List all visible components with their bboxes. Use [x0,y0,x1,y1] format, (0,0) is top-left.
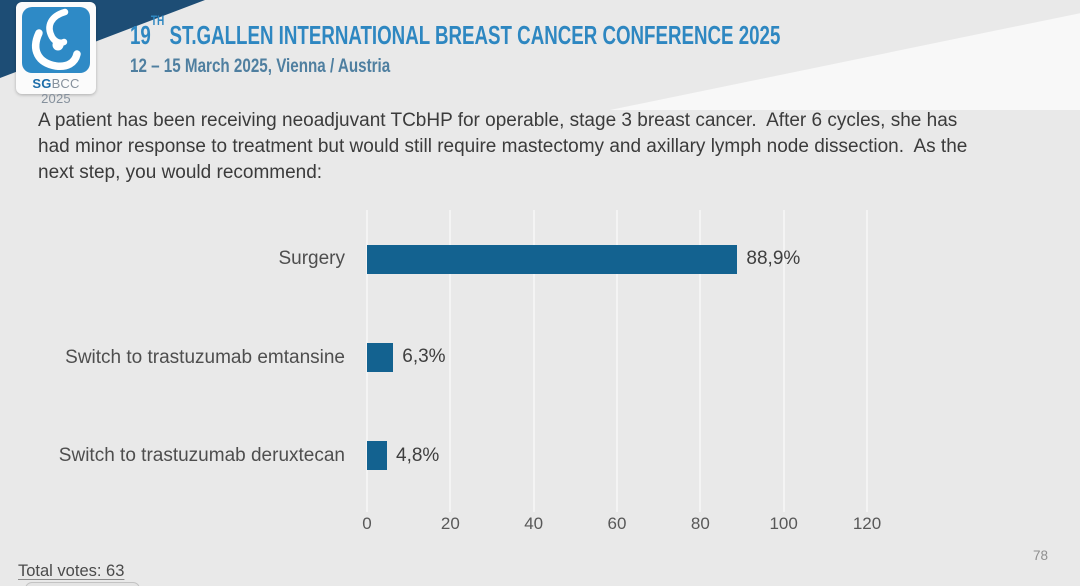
sgbcc-logo: SGBCC 2025 [16,2,96,106]
bar [367,244,738,274]
logo-sg: SG [32,76,52,91]
poll-question: A patient has been receiving neoadjuvant… [38,110,973,183]
bar-wrap: 4,8% [367,441,440,471]
breast-icon [32,8,81,71]
chart-row: Surgery 88,9% [0,210,970,308]
bar-wrap: 6,3% [367,342,446,372]
chart-row: Switch to trastuzumab emtansine 6,3% [0,308,970,406]
chart-row: Switch to trastuzumab deruxtecan 4,8% [0,407,970,505]
x-axis-tick-label: 80 [690,514,710,533]
sgbcc-logo-mark [22,7,90,73]
x-axis-tick-label: 20 [440,514,460,533]
bar-wrap: 88,9% [367,244,801,274]
total-votes: Total votes: 63 [18,562,125,580]
x-axis-tick-label: 100 [769,514,798,533]
value-label: 88,9% [746,248,801,270]
conference-title: 19TH ST.GALLEN INTERNATIONAL BREAST CANC… [130,12,781,51]
logo-rest: BCC 2025 [41,76,80,106]
axis-ticks: 0 20 40 60 80 100 120 [362,505,907,539]
chart-rows: Surgery 88,9% Switch to trastuzumab emtans… [0,210,970,505]
category-label: Switch to trastuzumab deruxtecan [58,444,345,466]
x-axis-tick-label: 40 [524,514,544,533]
page-number: 78 [1032,548,1048,563]
category-label: Switch to trastuzumab emtansine [65,346,345,368]
bar [367,342,394,372]
category-label: Surgery [278,248,345,270]
x-axis-tick-label: 120 [852,514,882,533]
sgbcc-logo-text: SGBCC 2025 [16,76,96,106]
title-number: 19 [130,20,151,50]
x-axis-tick-label: 60 [607,514,627,533]
bar [367,441,387,471]
header-title-block: 19TH ST.GALLEN INTERNATIONAL BREAST CANC… [130,12,1033,78]
x-axis-tick-label: 0 [362,514,372,533]
conference-subtitle: 12 – 15 March 2025, Vienna / Austria [130,56,391,77]
value-label: 6,3% [402,346,446,368]
poll-bar-chart: Surgery 88,9% Switch to trastuzumab emtans… [0,210,970,533]
value-label: 4,8% [396,444,440,466]
cropped-pill-shape [25,582,140,586]
title-ordinal: TH [150,12,165,29]
title-text: ST.GALLEN INTERNATIONAL BREAST CANCER CO… [164,20,781,50]
